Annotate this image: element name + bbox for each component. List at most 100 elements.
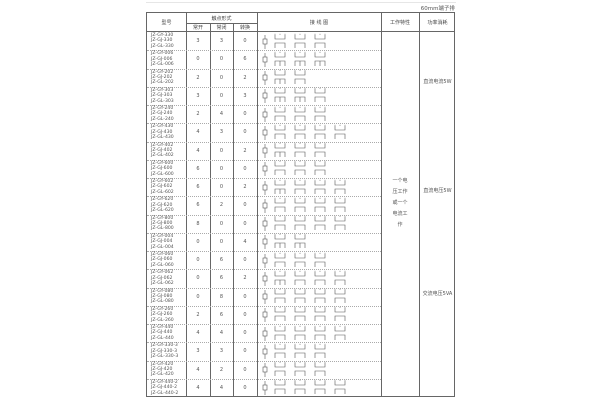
contact-co: 0 <box>243 384 247 391</box>
terminal-mark <box>284 252 286 254</box>
terminal-mark <box>324 325 326 327</box>
wiring-diagram <box>262 325 346 341</box>
model-code: JZ-GL-440-2 <box>151 390 179 396</box>
model-code: JZ-GY-062 <box>151 270 174 276</box>
terminal-mark <box>339 179 341 181</box>
terminal-mark <box>324 33 326 35</box>
contact-nc: 6 <box>219 311 224 318</box>
terminal-mark <box>314 361 316 363</box>
contact-no: 2 <box>196 111 200 117</box>
terminal-mark <box>319 142 321 144</box>
contact-nc: 2 <box>219 366 224 373</box>
contact-co: 3 <box>243 92 247 99</box>
wiring-diagram <box>262 215 346 231</box>
terminal-mark <box>334 288 336 290</box>
work-line: 作 <box>397 222 403 228</box>
header-no: 常开 <box>192 25 203 31</box>
model-code: JZ-GJ-303 <box>151 93 173 99</box>
terminal-mark <box>334 215 336 217</box>
terminal-mark <box>324 270 326 272</box>
work-line: 或一个 <box>392 200 408 206</box>
contact-no: 0 <box>196 275 200 282</box>
model-code: JZ-GY-240 <box>151 106 174 111</box>
model-code: JZ-GL-330-3 <box>151 354 179 360</box>
terminal-mark <box>279 124 281 126</box>
terminal-mark <box>284 124 286 126</box>
terminal-mark <box>299 379 301 381</box>
terminal-mark <box>284 325 286 327</box>
terminal-mark <box>304 325 306 327</box>
model-code: JZ-GY-420 <box>151 361 174 367</box>
work-line: 电流工 <box>392 211 408 217</box>
terminal-mark <box>284 233 286 235</box>
terminal-mark <box>314 379 316 381</box>
terminal-mark <box>274 142 276 144</box>
terminal-mark <box>299 51 301 53</box>
contact-co: 4 <box>243 238 247 245</box>
contact-nc: 3 <box>219 38 224 44</box>
terminal-mark <box>324 306 326 308</box>
model-code: JZ-GY-004 <box>151 233 174 239</box>
relay-spec-table: 型号 触点形式 常开 常闭 转换 接 线 图 工作特性 功率消耗 一个电 压工作… <box>146 12 455 397</box>
row-divider <box>147 378 381 380</box>
terminal-mark <box>339 215 341 217</box>
model-code: JZ-GL-260 <box>151 317 174 323</box>
terminal-mark <box>274 69 276 71</box>
terminal-mark <box>274 179 276 181</box>
power-dc-current: 直流电流5W <box>423 79 452 85</box>
terminal-mark <box>294 288 296 290</box>
model-code: JZ-GY-600 <box>151 160 174 166</box>
terminal-mark <box>274 288 276 290</box>
model-cell: JZ-GY-202 JZ-GJ-202 JZ-GL-202 <box>151 70 174 86</box>
coil-symbol <box>262 92 268 99</box>
header-model: 型号 <box>161 20 172 26</box>
terminal-mark <box>304 233 306 235</box>
contact-no: 4 <box>196 129 200 136</box>
model-cell: JZ-GY-004 JZ-GJ-004 JZ-GL-004 <box>151 234 174 250</box>
column-divider <box>186 13 187 396</box>
model-code: JZ-GL-006 <box>151 62 174 68</box>
contact-no: 4 <box>196 366 200 373</box>
terminal-mark <box>299 197 301 199</box>
row-divider <box>147 269 381 271</box>
terminal-mark <box>334 379 336 381</box>
contact-co: 0 <box>243 220 247 227</box>
terminal-mark <box>279 142 281 144</box>
wiring-diagram <box>262 306 346 323</box>
contact-no: 4 <box>196 147 200 154</box>
header-work: 工作特性 <box>389 20 410 26</box>
header-changeover: 转换 <box>239 25 250 31</box>
header-power: 功率消耗 <box>427 20 448 26</box>
terminal-mark <box>319 179 321 181</box>
coil-symbol <box>262 348 268 355</box>
terminal-mark <box>274 252 276 254</box>
contact-co: 0 <box>243 165 247 172</box>
model-code: JZ-GJ-060 <box>151 257 173 263</box>
coil-symbol <box>262 129 268 136</box>
terminal-mark <box>274 124 276 126</box>
top-rule <box>146 2 456 3</box>
terminal-mark <box>319 306 321 308</box>
terminal-mark <box>284 160 286 162</box>
terminal-mark <box>274 306 276 308</box>
contact-no: 0 <box>196 238 200 245</box>
contact-co: 2 <box>243 147 247 154</box>
terminal-mark <box>319 197 321 199</box>
terminal-mark <box>304 51 306 53</box>
coil-symbol <box>262 366 268 373</box>
coil-symbol <box>262 384 268 391</box>
contact-no: 6 <box>196 184 200 190</box>
wiring-diagram <box>262 379 346 396</box>
terminal-mark <box>284 361 286 363</box>
model-code: JZ-GL-060 <box>151 262 174 268</box>
contact-no: 6 <box>196 202 200 209</box>
terminal-mark <box>294 233 296 235</box>
terminal-mark <box>274 197 276 199</box>
model-code: JZ-GY-060 <box>151 252 174 257</box>
terminal-mark <box>319 343 321 345</box>
terminal-mark <box>304 69 306 71</box>
terminal-mark <box>314 343 316 345</box>
contact-nc: 0 <box>219 147 224 154</box>
contact-no: 0 <box>196 293 200 300</box>
row-divider <box>147 50 381 52</box>
